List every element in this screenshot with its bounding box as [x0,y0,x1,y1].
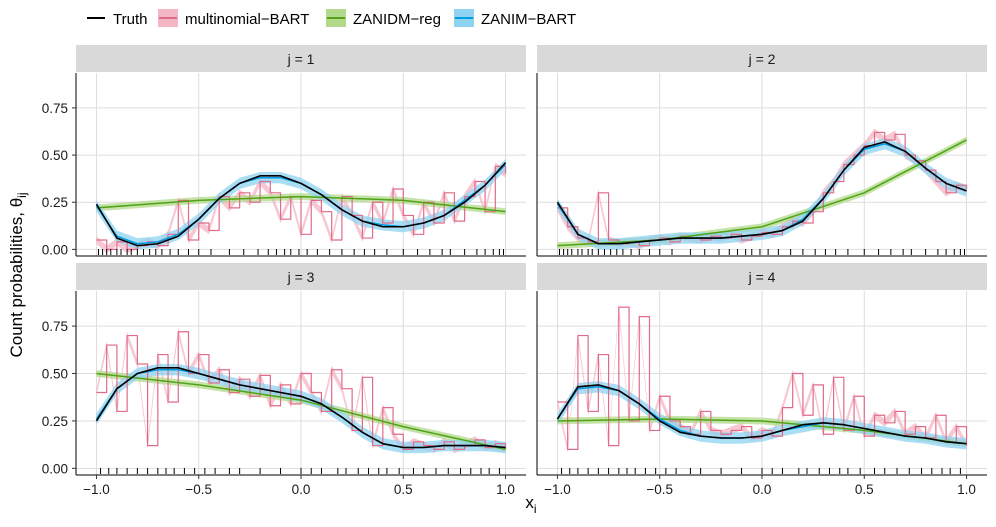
facet-strip-label: j = 3 [287,269,315,285]
y-tick-label: 0.75 [42,101,68,116]
rug [561,468,961,474]
zanidm-reg-line [96,372,506,451]
y-axis-label-main: Count probabilities, θ [7,198,26,358]
truth-line [95,162,507,247]
panel-2: j = 2 [536,45,987,257]
panel-3: j = 3 0.00 0.25 0.50 0.75 −1.0 −0.5 0.0 0.5 1.0 [42,263,526,497]
facet-strip-label: j = 2 [748,51,776,67]
x-axis-label-subscript: i [534,502,537,516]
rug [559,249,965,255]
x-axis-label-main: x [525,493,534,512]
y-axis-label: Count probabilities, θij [7,192,29,357]
zanidm-reg-line [96,195,506,213]
legend-item-2: ZANIDM−reg [326,9,441,28]
facet-strip [76,45,526,72]
legend-label: Truth [113,11,147,28]
multinomial-bart-line [96,165,507,250]
y-tick-label: 0.25 [42,414,68,429]
y-tick-label: 0.00 [42,461,68,476]
x-axis-label: xi [525,493,536,516]
rug [100,468,500,474]
legend: Truth multinomial−BART ZANIDM−reg ZANIM−BAR… [87,9,576,28]
x-tick-label: −1.0 [83,482,110,497]
facet-strip-label: j = 1 [287,51,315,67]
y-axis-label-subscript: ij [15,192,29,197]
facet-strip [537,263,987,290]
y-tick-label: 0.50 [42,367,68,382]
panel-1: j = 1 0.00 0.25 0.50 0.75 [42,45,526,257]
facet-strip-label: j = 4 [748,269,776,285]
facet-strip [537,45,987,72]
x-tick-label: 0.0 [753,482,772,497]
legend-item-1: multinomial−BART [158,9,309,28]
y-tick-label: 0.00 [42,242,68,257]
facet-panels: j = 1 0.00 0.25 0.50 0.75 j = 2 j = 3 0.00 0.25 0… [42,45,987,497]
x-tick-label: 1.0 [496,482,515,497]
legend-label: ZANIM−BART [481,11,576,28]
truth-line [95,367,506,449]
x-tick-label: −0.5 [185,482,212,497]
legend-label: multinomial−BART [185,11,309,28]
truth-line [556,384,967,445]
y-tick-label: 0.50 [42,148,68,163]
x-tick-label: −0.5 [646,482,673,497]
multinomial-bart-line [557,306,968,450]
legend-label: ZANIDM−reg [353,11,441,28]
x-tick-label: 0.5 [394,482,413,497]
zanidm-reg-line [557,139,967,247]
truth-line [556,141,967,245]
y-tick-label: 0.75 [42,319,68,334]
facet-strip [76,263,526,290]
x-tick-label: 0.0 [292,482,311,497]
x-tick-label: 1.0 [957,482,976,497]
y-tick-label: 0.25 [42,195,68,210]
legend-item-0: Truth [87,11,147,28]
legend-item-3: ZANIM−BART [454,9,576,28]
rug [98,249,504,255]
x-tick-label: 0.5 [855,482,874,497]
x-tick-label: −1.0 [544,482,571,497]
panel-4: j = 4 −1.0 −0.5 0.0 0.5 1.0 [536,263,987,497]
